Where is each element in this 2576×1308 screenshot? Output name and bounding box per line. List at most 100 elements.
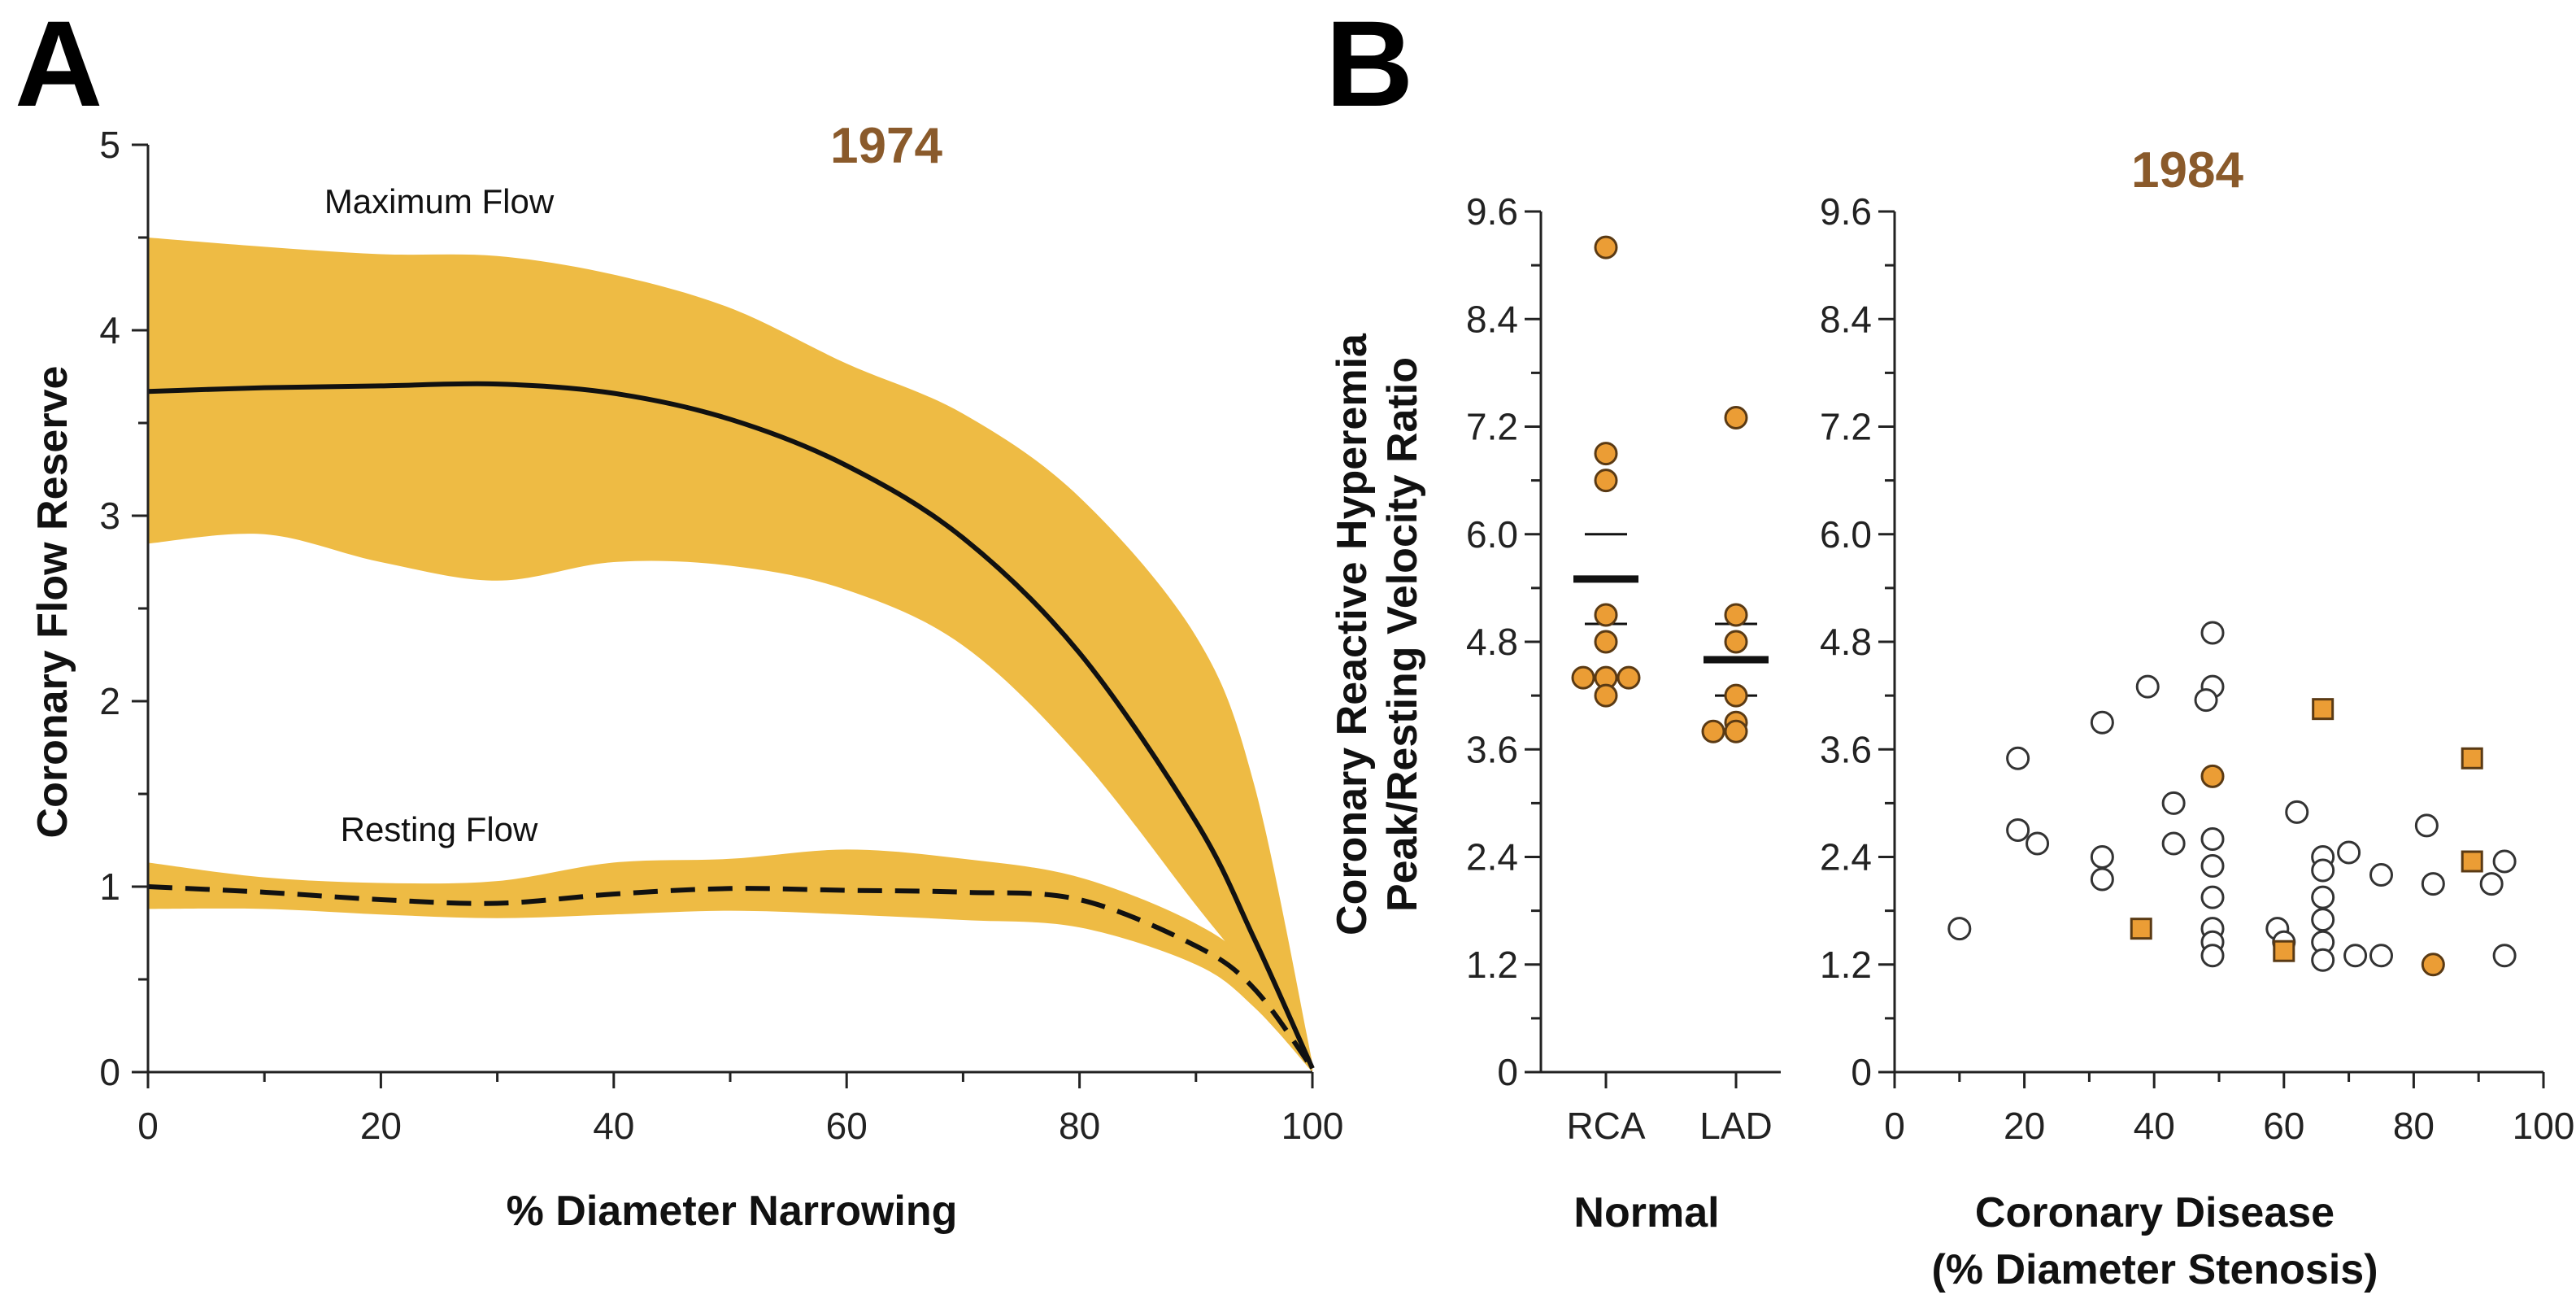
data-point-open (2337, 840, 2361, 865)
x-tick-label: 40 (593, 1105, 634, 1147)
x-tick-label: 40 (2134, 1105, 2175, 1147)
data-point-filled (1594, 442, 1618, 466)
panel-a-year: 1974 (830, 118, 942, 174)
y-tick-label: 1.2 (1820, 944, 1872, 986)
data-point-open (2200, 826, 2225, 851)
y-tick-label: 6.0 (1466, 513, 1518, 556)
data-point-filled (1617, 665, 1641, 690)
panel-b-disease-label-line1: Coronary Disease (1975, 1189, 2334, 1236)
panel-b-year: 1984 (2131, 142, 2243, 198)
x-tick-label: 80 (2393, 1105, 2435, 1147)
data-point-open (2492, 944, 2517, 968)
y-tick-label: 2.4 (1466, 836, 1518, 879)
data-point-open (2006, 818, 2030, 842)
data-point-open (2200, 621, 2225, 645)
panel-b-disease-label-line2: (% Diameter Stenosis) (1931, 1246, 2378, 1293)
data-point-open (1947, 917, 1972, 941)
data-point-filled (1724, 683, 1748, 708)
data-point-filled (1724, 405, 1748, 429)
data-point-open (2311, 948, 2335, 972)
data-point-filled (1594, 235, 1618, 259)
data-point-open (2090, 845, 2114, 869)
y-tick-label: 2.4 (1820, 836, 1872, 879)
y-tick-label: 9.6 (1820, 190, 1872, 233)
y-tick-label: 0 (1851, 1051, 1872, 1093)
data-point-open (2311, 885, 2335, 909)
panel-b-normal-label: Normal (1573, 1189, 1719, 1236)
x-tick-label: 60 (826, 1105, 868, 1147)
panel-b-ylabel-line2: Peak/Resting Velocity Ratio (1379, 357, 1426, 912)
y-tick-label: 4 (99, 309, 120, 351)
y-tick-label: 4.8 (1820, 621, 1872, 663)
data-point-open (2285, 800, 2309, 824)
data-point-open (2194, 688, 2218, 713)
data-point-filled (1724, 630, 1748, 654)
y-tick-label: 5 (99, 124, 120, 166)
data-point-open (2026, 831, 2050, 856)
data-point-filled (1571, 665, 1595, 690)
data-point-open (2369, 944, 2393, 968)
data-point-open (2200, 885, 2225, 909)
data-point-open (2421, 872, 2445, 896)
data-point-open (2200, 944, 2225, 968)
panel-a-xlabel: % Diameter Narrowing (507, 1188, 958, 1235)
data-point-open (2414, 813, 2439, 838)
x-tick-label: 100 (2513, 1105, 2575, 1147)
data-point-open (2135, 674, 2160, 699)
panel-a-letter: A (15, 0, 102, 132)
x-tick-label: 0 (137, 1105, 159, 1147)
y-tick-label: 2 (99, 680, 120, 722)
normal-velocity-chart: 0 1.2 2.4 3.6 4.8 6.0 7.2 8.4 9.6 RCA LAD (1466, 190, 1781, 1147)
data-point-filled (1724, 603, 1748, 627)
data-point-open (2492, 849, 2517, 874)
data-point-open (2311, 908, 2335, 932)
y-tick-label: 8.4 (1466, 298, 1518, 340)
maximum-flow-line (147, 381, 1315, 1070)
y-tick-label: 9.6 (1466, 190, 1518, 233)
data-point-filled (2421, 953, 2445, 977)
x-tick-label: 0 (1884, 1105, 1905, 1147)
x-tick-label: 20 (2004, 1105, 2045, 1147)
y-tick-label: 8.4 (1820, 298, 1872, 340)
coronary-disease-chart: 0 1.2 2.4 3.6 4.8 6.0 7.2 8.4 9.6 0 20 40 60 80 100 (1820, 190, 2574, 1147)
data-point-open (2006, 746, 2030, 770)
panel-a-ylabel: Coronary Flow Reserve (29, 366, 76, 839)
resting-flow-label: Resting Flow (341, 810, 538, 848)
y-tick-label: 3 (99, 495, 120, 537)
data-point-open (2479, 872, 2504, 896)
data-point-square (2273, 940, 2295, 962)
y-tick-label: 1 (99, 865, 120, 908)
y-tick-label: 7.2 (1466, 406, 1518, 448)
x-tick-label: 80 (1059, 1105, 1100, 1147)
data-point-open (2090, 710, 2114, 735)
flow-reserve-chart: 0 20 40 60 80 100 0 1 2 3 4 5 (99, 124, 1343, 1147)
data-point-filled (1594, 469, 1618, 493)
x-tick-label: 60 (2263, 1105, 2304, 1147)
y-tick-label: 0 (1497, 1051, 1518, 1093)
data-point-filled (1594, 630, 1618, 654)
category-label: RCA (1566, 1105, 1645, 1147)
data-point-filled (2200, 764, 2225, 788)
resting-flow-band (148, 849, 1312, 1072)
y-tick-label: 1.2 (1466, 944, 1518, 986)
data-point-open (2161, 791, 2186, 815)
y-tick-label: 4.8 (1466, 621, 1518, 663)
category-label: LAD (1699, 1105, 1772, 1147)
data-point-open (2343, 944, 2368, 968)
data-point-square (2130, 918, 2152, 940)
data-point-open (2090, 867, 2114, 892)
maximum-flow-label: Maximum Flow (324, 182, 555, 220)
data-point-square (2461, 850, 2483, 873)
x-tick-label: 100 (1281, 1105, 1344, 1147)
y-tick-label: 3.6 (1820, 728, 1872, 770)
y-tick-label: 0 (99, 1051, 120, 1093)
panel-b-letter: B (1325, 0, 1413, 132)
data-point-filled (1724, 719, 1748, 743)
maximum-flow-band (148, 238, 1312, 1072)
data-point-open (2311, 858, 2335, 883)
data-point-open (2161, 831, 2186, 856)
data-point-square (2312, 698, 2334, 721)
data-point-square (2461, 747, 2483, 770)
resting-flow-line (147, 884, 1315, 1070)
